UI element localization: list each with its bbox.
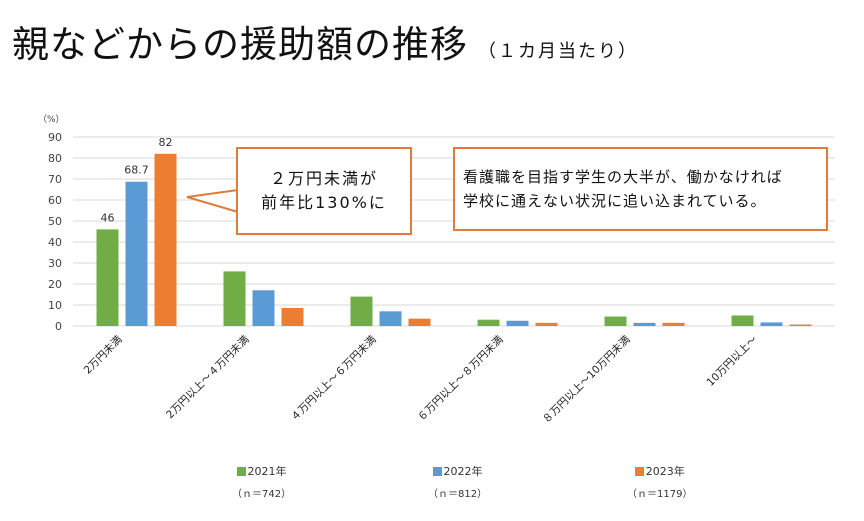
- callout-pointer: [186, 188, 239, 214]
- callout-line: 看護職を目指す学生の大半が、働かなければ: [463, 168, 783, 186]
- legend-swatch: [432, 467, 442, 476]
- y-tick-label: 70: [48, 173, 62, 186]
- callout-2man-under: ２万円未満が 前年比130%に: [236, 147, 412, 235]
- bar-2023年: [408, 318, 431, 326]
- callout-line: ２万円未満が: [269, 169, 378, 188]
- data-label: 68.7: [124, 164, 149, 177]
- bar-2022年: [633, 322, 656, 326]
- bar-2023年: [662, 322, 685, 326]
- bar-2021年: [350, 296, 373, 326]
- y-tick-label: 20: [48, 278, 62, 291]
- bar-2023年: [281, 307, 304, 326]
- y-tick-label: 80: [48, 152, 62, 165]
- x-tick-label: ６万円以上～８万円未満: [415, 333, 506, 424]
- bar-2021年: [604, 316, 627, 326]
- bar-2022年: [252, 290, 275, 326]
- legend-label: 2023年: [645, 465, 685, 478]
- y-tick-label: 50: [48, 215, 62, 228]
- data-label: 82: [159, 136, 173, 149]
- y-axis-unit: （%）: [38, 114, 65, 125]
- x-tick-label: 2万円未満: [82, 333, 125, 376]
- y-tick-label: 10: [48, 299, 62, 312]
- legend-item-2023: 2023年 （ｎ＝1179）: [627, 463, 692, 500]
- legend-n: （ｎ＝1179）: [627, 489, 693, 500]
- y-tick-label: 60: [48, 194, 62, 207]
- page-title: 親などからの援助額の推移 （１カ月当たり）: [12, 14, 638, 68]
- x-tick-label: 2万円以上～４万円未満: [164, 333, 252, 421]
- subtitle: （１カ月当たり）: [478, 41, 638, 62]
- legend-swatch: [236, 467, 246, 476]
- bar-2022年: [506, 320, 529, 326]
- x-tick-label: 10万円以上～: [705, 333, 760, 388]
- y-tick-label: 90: [48, 131, 62, 144]
- bar-2021年: [96, 229, 119, 326]
- title-text: 親などからの援助額の推移: [12, 23, 468, 66]
- legend-n: （ｎ＝812）: [428, 489, 488, 500]
- data-label: 46: [101, 211, 115, 224]
- legend-swatch: [634, 467, 644, 476]
- bar-2023年: [535, 322, 558, 326]
- callout-line: 前年比130%に: [261, 193, 387, 212]
- legend-n: （ｎ＝742）: [232, 489, 292, 500]
- legend-item-2021: 2021年 （ｎ＝742）: [232, 463, 291, 500]
- bar-2023年: [154, 153, 177, 326]
- bar-2021年: [223, 271, 246, 326]
- bar-2022年: [379, 311, 402, 326]
- legend-item-2022: 2022年 （ｎ＝812）: [428, 463, 487, 500]
- x-tick-label: ８万円以上～10万円未満: [540, 333, 633, 426]
- y-tick-label: 30: [48, 257, 62, 270]
- y-tick-label: 0: [55, 320, 62, 333]
- legend-label: 2022年: [443, 465, 483, 478]
- bar-2022年: [125, 181, 148, 326]
- bar-2022年: [760, 322, 783, 326]
- bar-2021年: [731, 315, 754, 326]
- legend-label: 2021年: [247, 465, 287, 478]
- bar-2021年: [477, 319, 500, 326]
- x-tick-label: ４万円以上～６万円未満: [288, 333, 379, 424]
- callout-summary: 看護職を目指す学生の大半が、働かなければ 学校に通えない状況に追い込まれている。: [453, 147, 828, 231]
- callout-line: 学校に通えない状況に追い込まれている。: [463, 192, 767, 210]
- y-tick-label: 40: [48, 236, 62, 249]
- bar-2023年: [789, 324, 812, 326]
